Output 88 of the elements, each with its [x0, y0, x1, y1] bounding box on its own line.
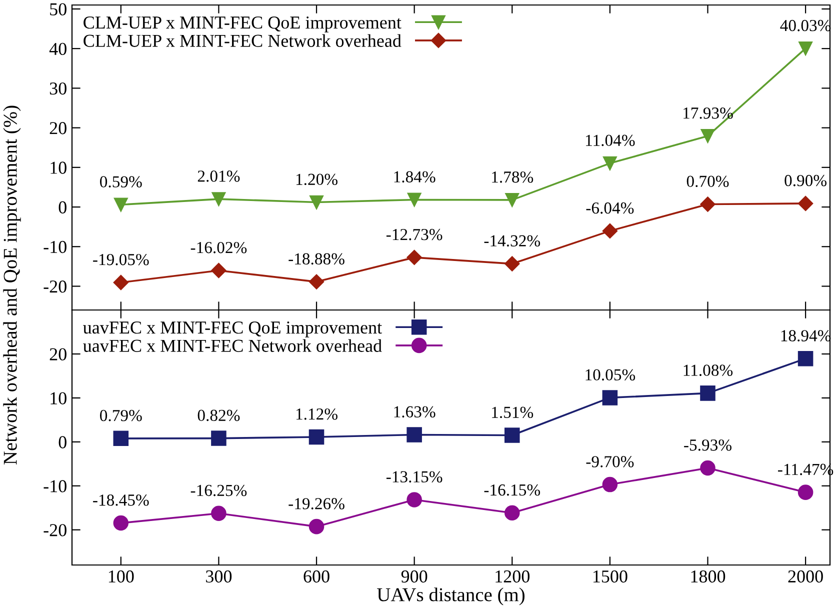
data-label: 17.93% — [684, 107, 733, 119]
data-label: -18.88% — [288, 253, 344, 265]
x-tick-label: 300 — [206, 570, 232, 583]
point — [211, 430, 226, 446]
point — [504, 256, 520, 272]
point — [798, 350, 814, 366]
point — [212, 192, 226, 206]
data-label: 0.79% — [100, 410, 142, 422]
data-label: -16.25% — [190, 484, 247, 496]
y-tick-label: 30 — [50, 82, 66, 95]
point — [798, 484, 814, 500]
data-label: 11.04% — [586, 134, 635, 146]
data-label: -9.70% — [586, 456, 634, 468]
y-tick-label: 10 — [50, 162, 66, 174]
data-label: -12.73% — [386, 228, 442, 240]
data-label: 1.12% — [296, 408, 338, 420]
data-label: 2.01% — [198, 170, 240, 182]
data-label: -18.45% — [93, 494, 149, 506]
x-tick-label: 1500 — [593, 570, 628, 583]
x-tick-label: 1200 — [496, 570, 530, 583]
data-label: -16.02% — [190, 242, 247, 254]
y-tick-label: 50 — [50, 3, 66, 16]
x-tick-label: 600 — [304, 570, 330, 583]
data-label: 0.90% — [784, 174, 827, 186]
point — [308, 429, 324, 445]
data-label: -5.93% — [684, 439, 732, 451]
point — [798, 196, 814, 212]
y-tick-label: -20 — [44, 524, 66, 536]
point — [114, 198, 128, 212]
data-label: -14.32% — [484, 235, 540, 247]
data-label: 1.51% — [492, 406, 534, 418]
point — [310, 195, 324, 210]
data-label: 1.84% — [394, 171, 436, 183]
point — [504, 428, 520, 443]
point — [308, 518, 324, 534]
y-tick-label: 20 — [50, 348, 66, 360]
point — [406, 250, 422, 266]
point — [211, 262, 226, 278]
point — [113, 515, 129, 531]
x-tick-label: 900 — [401, 570, 428, 583]
point — [700, 386, 716, 401]
legend-label: CLM-UEP x MINT-FEC Network overhead — [84, 34, 402, 47]
point — [700, 129, 715, 143]
point — [406, 492, 422, 508]
data-label: 1.20% — [296, 174, 338, 186]
legend-label: CLM-UEP x MINT-FEC QoE improvement — [84, 16, 402, 32]
data-label: -13.15% — [386, 471, 442, 483]
point — [406, 427, 422, 442]
point — [308, 274, 324, 290]
y-tick-label: -10 — [44, 240, 66, 254]
legend-label: uavFEC x MINT-FEC Network overhead — [83, 339, 382, 352]
data-label: -19.26% — [288, 498, 344, 510]
data-label: -6.04% — [586, 202, 634, 214]
x-tick-label: 1800 — [691, 570, 726, 583]
point — [505, 193, 520, 207]
point — [504, 505, 520, 521]
data-label: 0.70% — [686, 176, 729, 188]
data-label: 1.78% — [492, 171, 534, 183]
point — [602, 156, 617, 170]
point — [407, 192, 422, 207]
y-tick-label: 0 — [58, 201, 66, 214]
point — [602, 390, 618, 406]
legend-label: uavFEC x MINT-FEC QoE improvement — [83, 322, 382, 338]
x-tick-label: 100 — [108, 570, 134, 583]
y-axis-title: Network overhead and QoE improvement (%) — [3, 106, 21, 465]
data-label: 0.82% — [198, 410, 240, 422]
point — [602, 476, 618, 492]
data-label: 10.05% — [586, 369, 636, 381]
y-tick-label: -20 — [44, 280, 66, 293]
point — [602, 223, 618, 239]
data-label: -16.15% — [484, 484, 540, 496]
y-tick-label: 40 — [49, 42, 66, 56]
y-tick-label: -10 — [44, 480, 66, 492]
point — [211, 506, 226, 521]
x-axis-title: UAVs distance (m) — [377, 588, 524, 606]
data-label: 0.59% — [100, 176, 142, 188]
point — [700, 196, 716, 212]
data-label: 1.63% — [394, 406, 436, 418]
point — [113, 274, 128, 290]
data-label: -19.05% — [93, 254, 149, 266]
y-tick-label: 20 — [50, 122, 66, 134]
data-label: 11.08% — [684, 364, 733, 376]
point — [700, 460, 716, 476]
x-tick-label: 2000 — [788, 570, 823, 583]
y-tick-label: 10 — [50, 392, 66, 404]
point — [113, 430, 129, 446]
point — [798, 42, 812, 56]
y-tick-label: 0 — [58, 436, 66, 448]
